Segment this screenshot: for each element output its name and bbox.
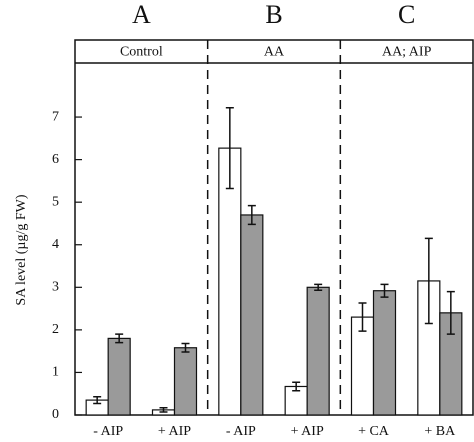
x-tick-label: + AIP bbox=[291, 424, 324, 439]
error-bar bbox=[380, 283, 389, 298]
error-bar bbox=[225, 106, 234, 190]
panel-letter: C bbox=[398, 0, 415, 29]
error-bar bbox=[314, 283, 323, 292]
error-bar bbox=[292, 381, 301, 392]
y-tick-label: 1 bbox=[52, 365, 59, 380]
error-bar bbox=[181, 342, 190, 353]
y-tick-label: 0 bbox=[52, 407, 59, 422]
y-tick-label: 6 bbox=[52, 152, 59, 167]
bar bbox=[372, 290, 397, 416]
error-bar bbox=[358, 302, 367, 332]
panel-label: AA bbox=[264, 45, 285, 60]
error-bar bbox=[115, 333, 124, 344]
x-tick-label: + AIP bbox=[158, 424, 191, 439]
y-tick-label: 4 bbox=[52, 237, 59, 252]
panel-label: AA; AIP bbox=[382, 45, 432, 60]
bar bbox=[107, 337, 131, 416]
error-bar bbox=[247, 204, 256, 226]
y-tick-label: 3 bbox=[52, 280, 59, 295]
bar bbox=[240, 214, 264, 416]
error-bar bbox=[424, 237, 433, 325]
y-tick-label: 2 bbox=[52, 322, 59, 337]
plot-frame bbox=[74, 39, 474, 416]
panel-label: Control bbox=[120, 45, 163, 60]
error-bar bbox=[446, 290, 455, 335]
error-bar bbox=[93, 395, 102, 405]
x-tick-label: + CA bbox=[358, 424, 390, 439]
x-tick-label: - AIP bbox=[226, 424, 256, 439]
bar bbox=[173, 347, 198, 416]
panel-letter: A bbox=[132, 0, 151, 29]
x-tick-label: - AIP bbox=[93, 424, 123, 439]
bar bbox=[306, 286, 330, 416]
y-tick-label: 5 bbox=[52, 194, 59, 209]
x-tick-label: + BA bbox=[424, 424, 456, 439]
y-tick-label: 7 bbox=[52, 109, 59, 124]
y-axis-label: SA level (µg/g FW) bbox=[14, 194, 29, 305]
panel-letter: B bbox=[265, 0, 282, 29]
error-bar bbox=[159, 407, 168, 413]
